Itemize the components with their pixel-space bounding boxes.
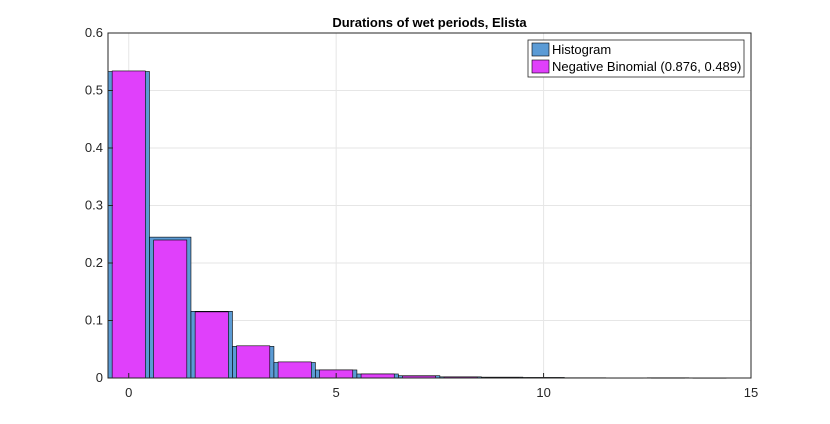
y-tick-label: 0.1	[85, 313, 103, 328]
negative-binomial-bar	[111, 70, 146, 379]
legend-box	[527, 39, 745, 78]
ticks: 0 0.1 0.2 0.3 0.4 0.5 0.6 0 5 10 15	[85, 25, 758, 400]
chart-title: Durations of wet periods, Elista	[332, 15, 527, 30]
x-tick-label: 10	[536, 385, 550, 400]
negative-binomial-bar	[194, 311, 229, 379]
legend-swatch-histogram	[531, 42, 550, 57]
y-tick-label: 0.2	[85, 255, 103, 270]
negative-binomial-bar	[236, 345, 271, 379]
y-tick-label: 0.3	[85, 198, 103, 213]
y-tick-label: 0.4	[85, 140, 103, 155]
y-tick-label: 0.6	[85, 25, 103, 40]
x-tick-label: 15	[744, 385, 758, 400]
legend-swatch-negative-binomial	[531, 59, 550, 74]
legend: Histogram Negative Binomial (0.876, 0.48…	[527, 39, 745, 78]
legend-label-negative-binomial: Negative Binomial (0.876, 0.489)	[552, 59, 741, 74]
y-tick-label: 0.5	[85, 83, 103, 98]
negative-binomial-bar	[360, 373, 395, 379]
legend-label-histogram: Histogram	[552, 42, 611, 57]
negative-binomial-bar	[153, 239, 188, 379]
bars	[107, 70, 731, 379]
x-tick-label: 5	[333, 385, 340, 400]
y-tick-label: 0	[96, 370, 103, 385]
negative-binomial-bar	[277, 361, 312, 379]
x-tick-label: 0	[125, 385, 132, 400]
